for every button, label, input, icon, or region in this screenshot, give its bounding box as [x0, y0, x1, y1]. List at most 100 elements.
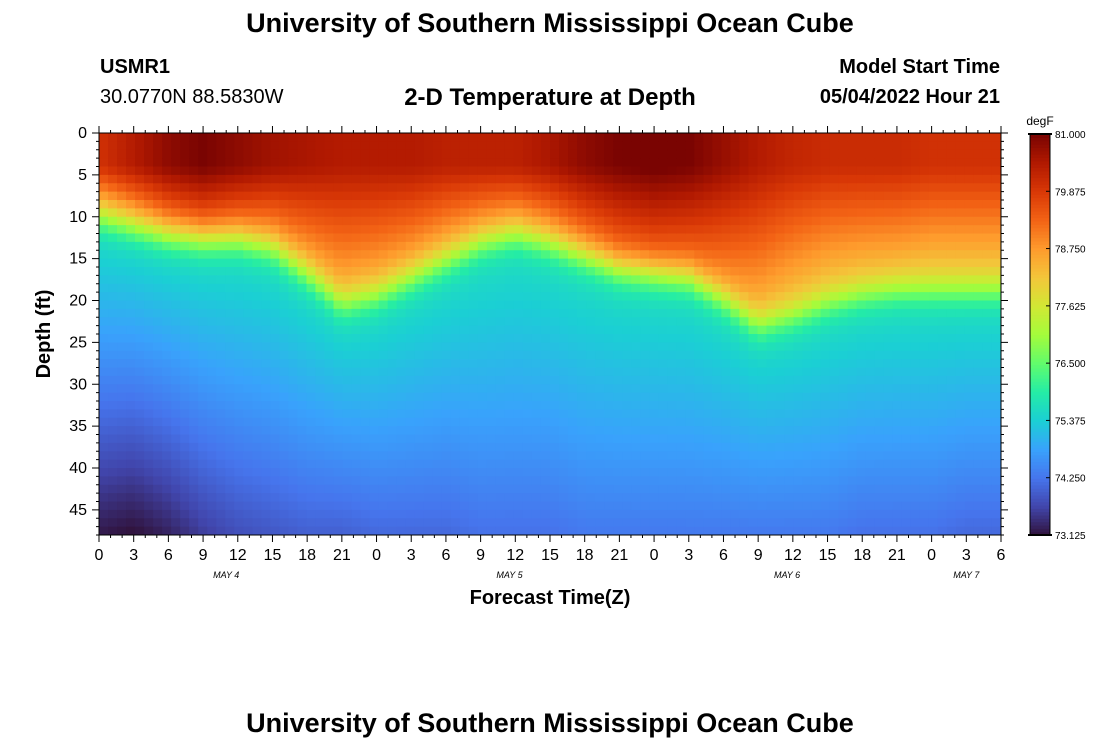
heatmap-cell: [946, 267, 957, 276]
heatmap-cell: [955, 141, 966, 151]
heatmap-cell: [622, 409, 632, 419]
heatmap-cell: [622, 200, 632, 209]
heatmap-cell: [369, 216, 380, 226]
heatmap-cell: [432, 258, 443, 268]
heatmap-cell: [342, 509, 353, 519]
heatmap-cell: [604, 292, 614, 302]
heatmap-cell: [432, 367, 443, 377]
heatmap-cell: [387, 468, 398, 477]
heatmap-cell: [676, 308, 686, 318]
heatmap-cell: [730, 166, 741, 176]
heatmap-cell: [531, 501, 542, 511]
heatmap-cell: [586, 275, 596, 285]
heatmap-cell: [838, 275, 849, 285]
heatmap-cell: [378, 526, 389, 535]
heatmap-cell: [333, 459, 344, 469]
heatmap-cell: [874, 359, 885, 369]
heatmap-cell: [441, 401, 452, 410]
heatmap-cell: [495, 225, 506, 235]
heatmap-cell: [459, 417, 470, 427]
heatmap-cell: [991, 300, 1001, 310]
heatmap-cell: [342, 241, 353, 251]
heatmap-cell: [351, 468, 362, 477]
heatmap-cell: [522, 325, 533, 335]
heatmap-cell: [766, 216, 777, 226]
heatmap-cell: [270, 367, 280, 377]
heatmap-cell: [423, 526, 434, 535]
heatmap-cell: [865, 283, 876, 293]
heatmap-cell: [802, 200, 813, 209]
heatmap-cell: [396, 208, 407, 218]
heatmap-cell: [649, 258, 659, 268]
heatmap-cell: [658, 292, 668, 302]
heatmap-cell: [405, 241, 416, 251]
heatmap-cell: [793, 468, 804, 477]
heatmap-cell: [270, 375, 280, 385]
heatmap-cell: [162, 342, 172, 352]
heatmap-cell: [144, 183, 154, 193]
heatmap-cell: [513, 384, 524, 394]
heatmap-cell: [486, 442, 497, 452]
heatmap-cell: [982, 250, 993, 260]
heatmap-cell: [486, 468, 497, 477]
heatmap-cell: [991, 401, 1001, 410]
heatmap-cell: [468, 501, 479, 511]
heatmap-cell: [405, 174, 416, 184]
heatmap-cell: [640, 216, 650, 226]
heatmap-cell: [892, 409, 903, 419]
heatmap-cell: [883, 183, 894, 193]
heatmap-cell: [829, 216, 840, 226]
heatmap-cell: [910, 174, 921, 184]
heatmap-cell: [351, 509, 362, 519]
heatmap-cell: [144, 317, 154, 327]
heatmap-cell: [613, 258, 623, 268]
heatmap-cell: [928, 183, 939, 193]
heatmap-cell: [838, 141, 849, 151]
heatmap-cell: [613, 166, 623, 176]
heatmap-cell: [189, 275, 199, 285]
heatmap-cell: [865, 442, 876, 452]
heatmap-cell: [414, 409, 425, 419]
heatmap-cell: [441, 141, 452, 151]
heatmap-cell: [306, 216, 317, 226]
heatmap-cell: [441, 149, 452, 159]
heatmap-cell: [559, 141, 569, 151]
heatmap-cell: [405, 342, 416, 352]
heatmap-cell: [586, 200, 596, 209]
heatmap-cell: [369, 509, 380, 519]
heatmap-cell: [595, 426, 605, 436]
heatmap-cell: [171, 334, 181, 343]
heatmap-cell: [802, 434, 813, 444]
heatmap-cell: [739, 158, 750, 168]
heatmap-cell: [216, 468, 226, 477]
heatmap-cell: [784, 141, 795, 151]
heatmap-cell: [135, 459, 145, 469]
heatmap-cell: [306, 258, 317, 268]
heatmap-cell: [369, 233, 380, 243]
heatmap-cell: [649, 342, 659, 352]
heatmap-cell: [928, 250, 939, 260]
heatmap-cell: [117, 166, 127, 176]
heatmap-cell: [306, 459, 317, 469]
heatmap-cell: [153, 250, 163, 260]
heatmap-cell: [640, 241, 650, 251]
heatmap-cell: [613, 367, 623, 377]
heatmap-cell: [288, 509, 299, 519]
heatmap-cell: [279, 216, 290, 226]
heatmap-cell: [667, 216, 677, 226]
heatmap-cell: [450, 267, 461, 276]
heatmap-cell: [297, 350, 308, 360]
heatmap-cell: [784, 401, 795, 410]
heatmap-cell: [243, 509, 253, 519]
heatmap-cell: [568, 384, 578, 394]
heatmap-cell: [622, 509, 632, 519]
heatmap-cell: [991, 141, 1001, 151]
heatmap-cell: [414, 141, 425, 151]
heatmap-cell: [721, 141, 731, 151]
heatmap-cell: [378, 141, 389, 151]
heatmap-cell: [622, 468, 632, 477]
heatmap-cell: [739, 225, 750, 235]
heatmap-cell: [901, 350, 912, 360]
heatmap-cell: [153, 484, 163, 494]
heatmap-cell: [333, 283, 344, 293]
